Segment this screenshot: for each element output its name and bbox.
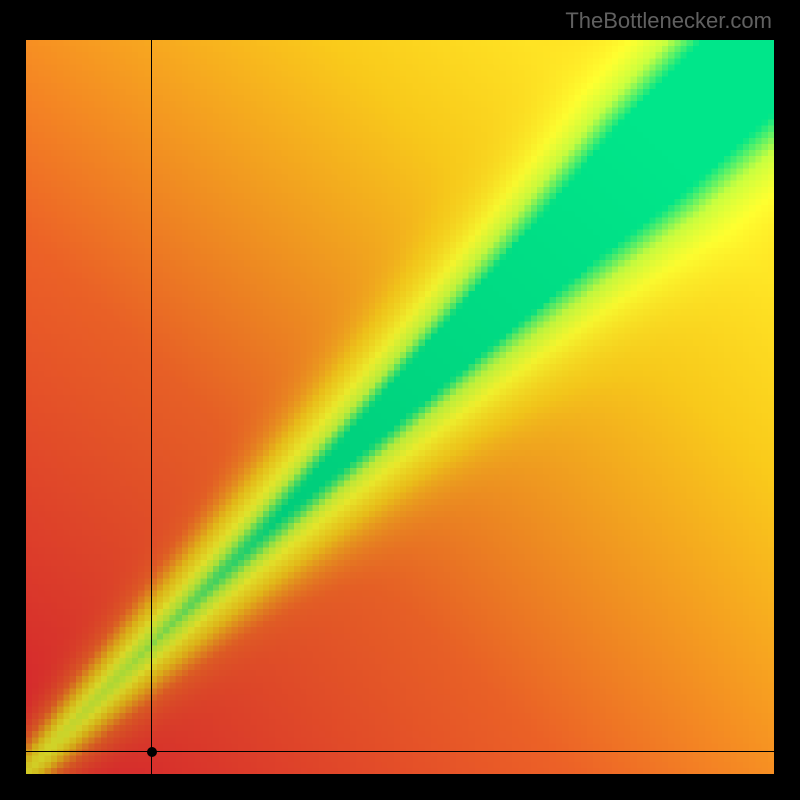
watermark-text: TheBottlenecker.com bbox=[565, 8, 772, 34]
heatmap-canvas bbox=[26, 40, 774, 774]
chart-container: TheBottlenecker.com bbox=[0, 0, 800, 800]
crosshair-horizontal bbox=[26, 751, 774, 752]
crosshair-vertical bbox=[151, 40, 152, 774]
crosshair-marker bbox=[147, 747, 157, 757]
